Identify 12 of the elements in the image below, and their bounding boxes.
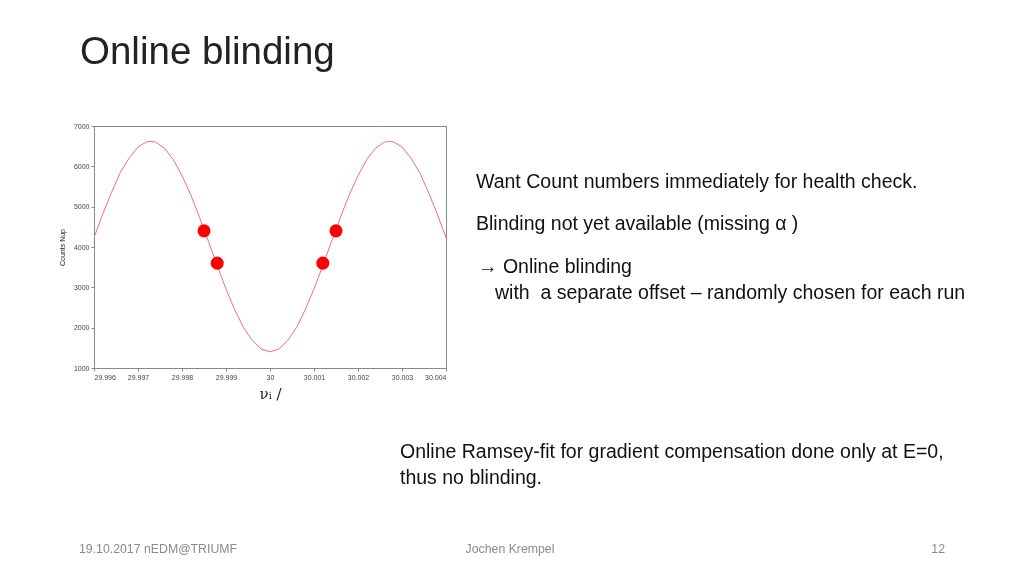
text: Want Count numbers immediately for health check. xyxy=(476,169,918,194)
chart-title: Online blinding xyxy=(80,28,335,72)
text: thus no blinding. xyxy=(400,465,543,490)
text: with a separate offset – randomly chosen for each run xyxy=(495,280,966,305)
text: → Online blinding xyxy=(478,254,632,279)
text: Online Ramsey-fit for gradient compensation done only at E=0, xyxy=(400,439,944,464)
text: 12 xyxy=(931,541,945,557)
text: 19.10.2017 nEDM@TRIUMF xyxy=(79,541,238,557)
line-series xyxy=(94,140,446,353)
text: Blinding not yet available (missing α ) xyxy=(476,211,799,236)
x-axis-title: νᵢ / xyxy=(259,384,283,403)
text: Jochen Krempel xyxy=(465,541,555,557)
